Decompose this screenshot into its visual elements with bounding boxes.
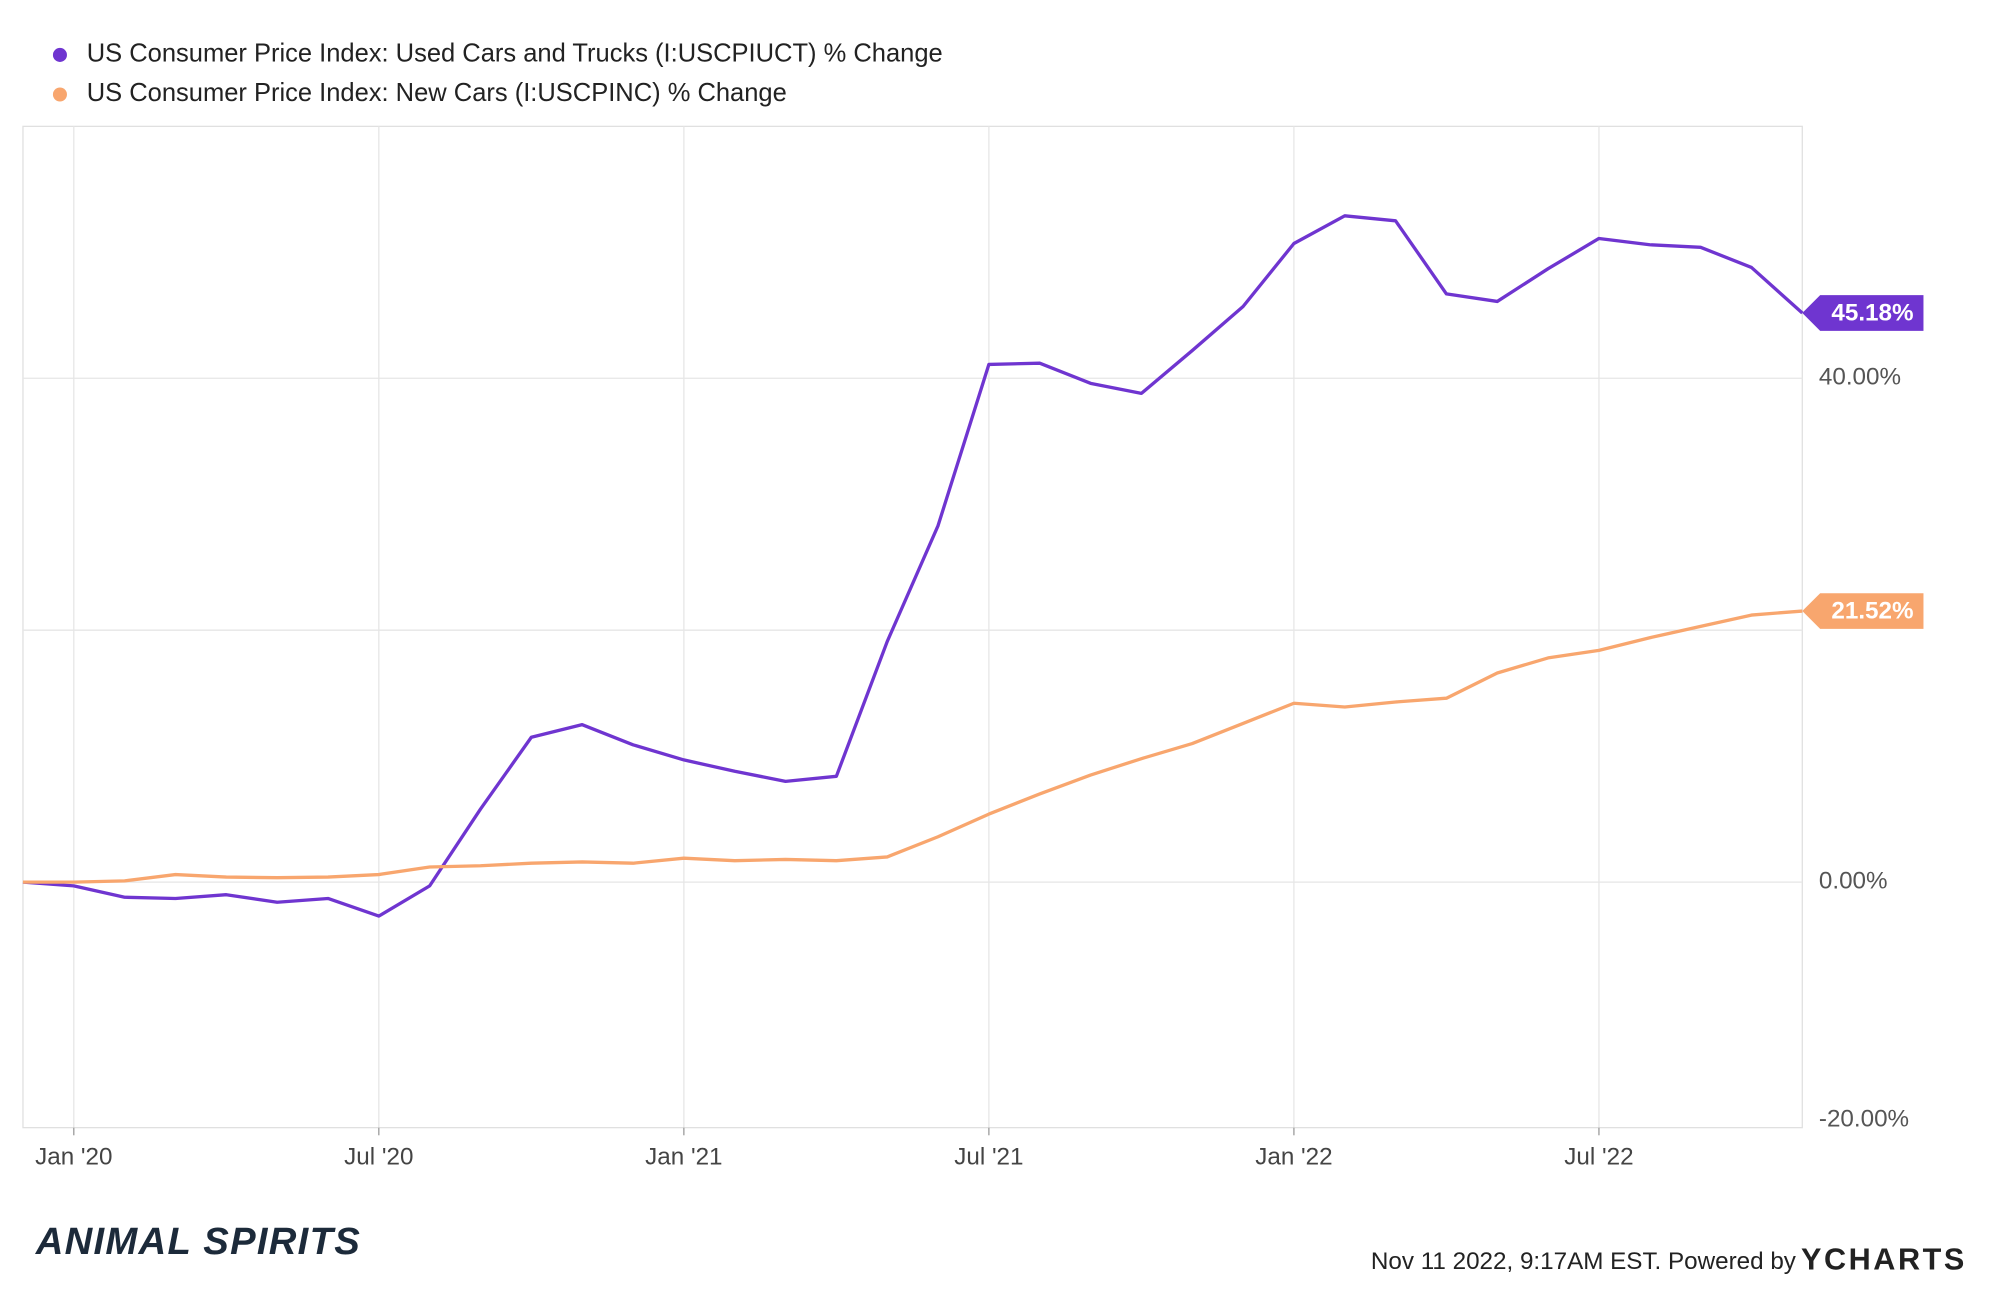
plot-frame <box>22 125 1803 1129</box>
end-label-bg <box>1802 593 1924 629</box>
timestamp: Nov 11 2022, 9:17AM EST. Powered by <box>1371 1248 1797 1275</box>
line <box>22 609 1803 884</box>
x-tick-label: Jul '22 <box>1564 1144 1633 1171</box>
x-tick-label: Jan '20 <box>35 1144 112 1171</box>
legend-marker <box>52 47 67 62</box>
x-tick-label: Jan '21 <box>645 1144 722 1171</box>
line <box>22 214 1804 918</box>
brand: ANIMAL SPIRITS <box>35 1220 361 1263</box>
legend-marker <box>52 87 67 102</box>
y-tick-label: 0.00% <box>1819 868 1888 895</box>
end-label: 21.52% <box>1831 598 1913 625</box>
end-label-bg <box>1802 295 1924 331</box>
x-tick-label: Jul '20 <box>344 1144 413 1171</box>
y-tick-label: 40.00% <box>1819 364 1901 391</box>
y-tick-label: -20.00% <box>1819 1105 1909 1132</box>
end-label: 45.18% <box>1831 300 1913 327</box>
x-tick-label: Jan '22 <box>1255 1144 1332 1171</box>
legend-label: US Consumer Price Index: New Cars (I:USC… <box>87 79 787 107</box>
logo: YCHARTS <box>1801 1243 1967 1277</box>
x-tick-label: Jul '21 <box>954 1144 1023 1171</box>
legend-label: US Consumer Price Index: Used Cars and T… <box>87 40 943 68</box>
